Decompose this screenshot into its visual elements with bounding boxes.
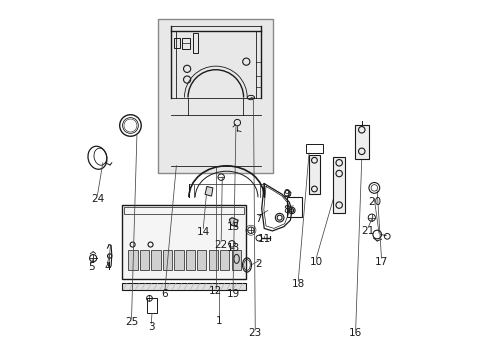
Text: 2: 2: [255, 259, 262, 269]
Bar: [151, 250, 160, 270]
Text: 14: 14: [196, 227, 209, 237]
Text: 7: 7: [255, 215, 262, 224]
Text: 6: 6: [161, 289, 168, 299]
Text: 11: 11: [257, 234, 270, 244]
Bar: [158, 19, 273, 173]
Text: 12: 12: [209, 286, 222, 296]
Text: 5: 5: [87, 262, 94, 272]
Bar: [208, 250, 218, 270]
Text: 20: 20: [367, 197, 380, 207]
Text: 24: 24: [91, 194, 104, 204]
Text: 9: 9: [283, 189, 289, 199]
Bar: [182, 38, 189, 49]
Bar: [220, 250, 229, 270]
Polygon shape: [204, 186, 212, 196]
Bar: [123, 207, 244, 214]
Bar: [305, 144, 322, 153]
Text: 17: 17: [374, 257, 387, 267]
Bar: [122, 205, 245, 279]
Text: 13: 13: [226, 243, 239, 253]
Text: 8: 8: [283, 206, 289, 216]
Bar: [185, 250, 195, 270]
Text: 15: 15: [226, 222, 239, 231]
Bar: [147, 298, 157, 314]
Bar: [140, 250, 149, 270]
Bar: [122, 283, 245, 291]
Bar: [308, 155, 319, 194]
Text: 22: 22: [214, 239, 227, 249]
Text: 21: 21: [361, 226, 374, 236]
Bar: [163, 250, 172, 270]
Bar: [286, 197, 301, 217]
Bar: [192, 33, 198, 53]
Text: 1: 1: [216, 316, 222, 325]
Bar: [174, 250, 183, 270]
Bar: [333, 157, 344, 213]
Bar: [354, 125, 368, 159]
Bar: [231, 250, 241, 270]
Bar: [197, 250, 206, 270]
Text: 3: 3: [148, 322, 154, 332]
Text: 4: 4: [104, 262, 111, 272]
Text: 10: 10: [309, 257, 322, 267]
Bar: [128, 250, 137, 270]
Polygon shape: [229, 218, 238, 226]
Bar: [174, 38, 180, 48]
Text: 19: 19: [226, 289, 239, 299]
Text: 23: 23: [248, 328, 262, 338]
Text: 16: 16: [348, 328, 362, 338]
Text: 18: 18: [291, 279, 305, 289]
Text: 25: 25: [124, 317, 138, 327]
